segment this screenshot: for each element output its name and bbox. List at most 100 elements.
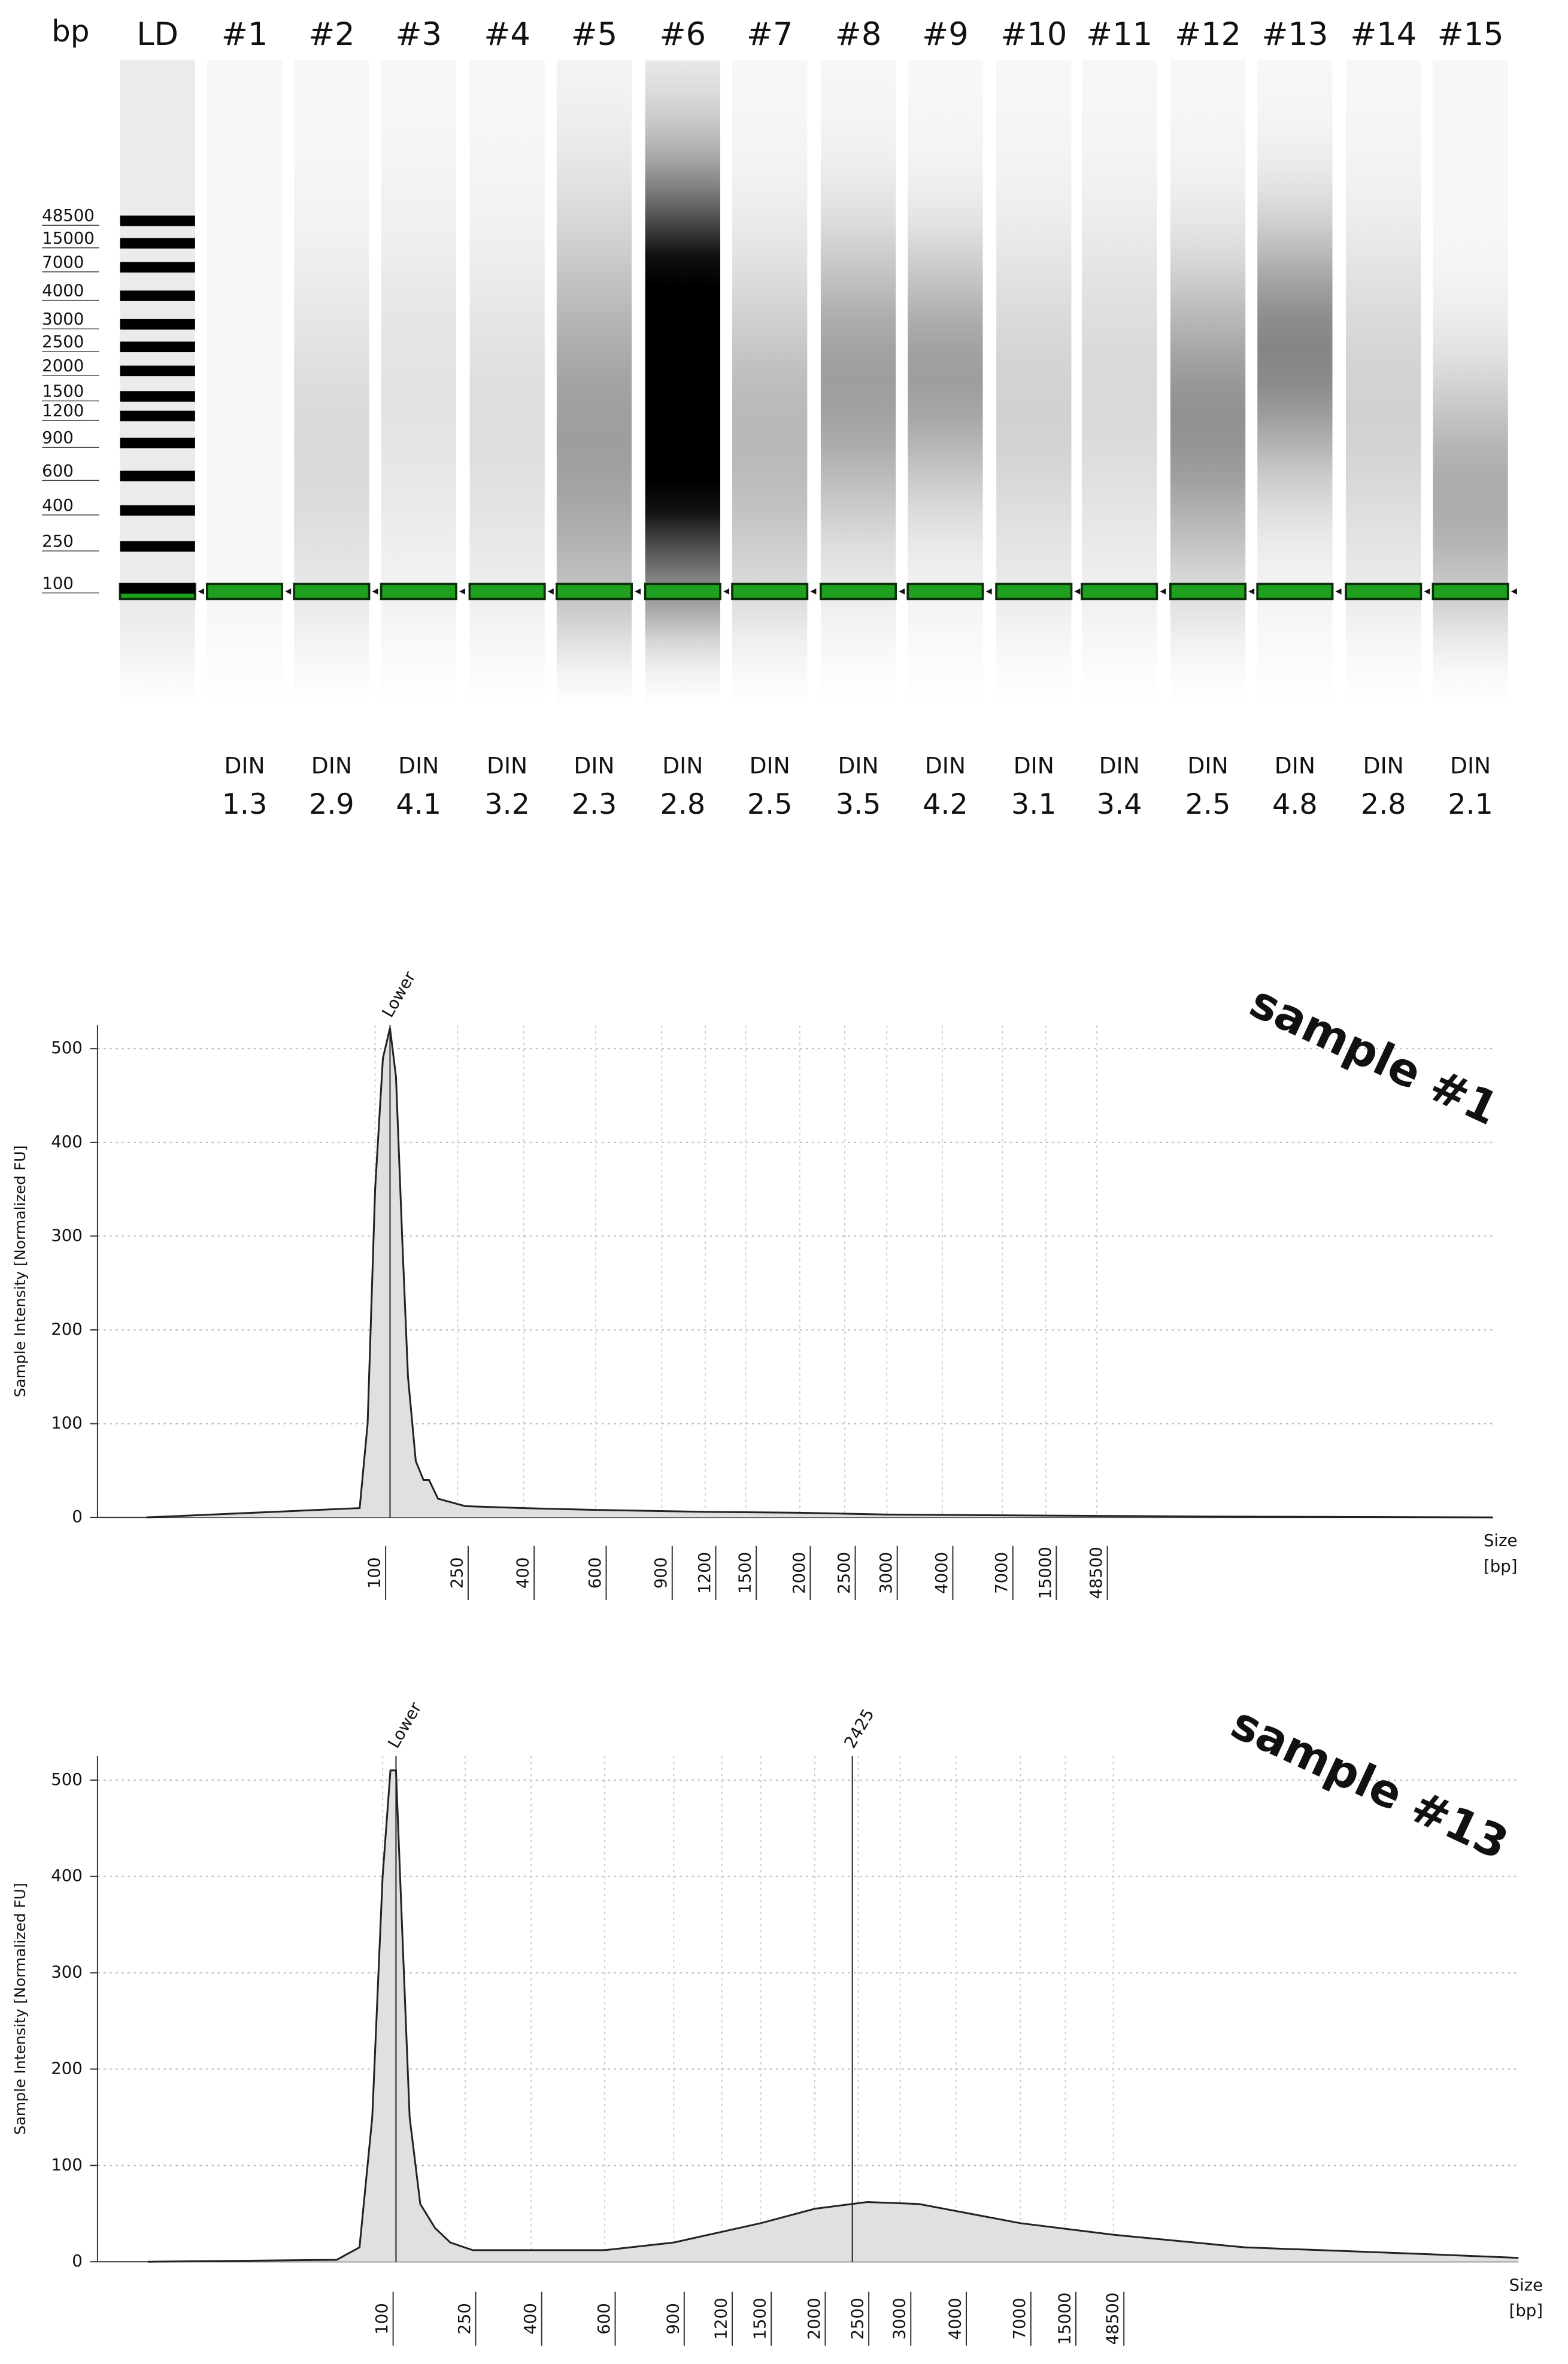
gel-lane [294, 60, 369, 706]
x-tick-label: 400 [514, 1557, 533, 1589]
y-axis-label: Sample Intensity [Normalized FU] [11, 1145, 29, 1398]
ladder-band [120, 541, 195, 552]
ladder-label: 2500 [42, 332, 84, 351]
din-label: DIN [1450, 753, 1491, 779]
marker-band [1345, 583, 1423, 601]
lane-label: #7 [747, 16, 793, 53]
x-tick-label: 7000 [992, 1552, 1011, 1594]
din-label: DIN [311, 753, 352, 779]
trace-area [147, 1770, 1519, 2262]
din-label: DIN [925, 753, 966, 779]
lane-label: #8 [835, 16, 882, 53]
lane-label: #14 [1350, 16, 1417, 53]
din-label: DIN [1275, 753, 1315, 779]
x-axis-label: Size [1484, 1531, 1518, 1550]
gel-lane [469, 60, 545, 706]
din-value: 4.1 [396, 788, 441, 821]
y-tick-label: 300 [51, 1963, 83, 1982]
y-tick-label: 100 [51, 2155, 83, 2174]
lane-arrow [285, 588, 292, 595]
gel-lane [556, 60, 632, 706]
marker-band [293, 583, 371, 601]
peak-label: Lower [378, 968, 420, 1021]
x-tick-label: 2000 [805, 2298, 824, 2339]
x-tick-label: 1200 [711, 2298, 730, 2339]
chart-title: sample #1 [1242, 975, 1506, 1135]
y-tick-label: 200 [51, 2059, 83, 2078]
din-value: 1.3 [222, 788, 268, 821]
lane-arrow [198, 588, 204, 595]
lane-arrow [723, 588, 730, 595]
ladder-label: 1500 [42, 381, 84, 401]
gel-lane [1170, 60, 1246, 706]
marker-band [995, 583, 1073, 601]
x-tick-label: 2000 [790, 1552, 809, 1594]
x-tick-label: 15000 [1055, 2293, 1074, 2345]
y-axis-label: Sample Intensity [Normalized FU] [11, 1883, 29, 2135]
lane-arrow [372, 588, 378, 595]
din-label: DIN [1099, 753, 1140, 779]
din-label: DIN [838, 753, 878, 779]
x-tick-label: 250 [455, 2303, 474, 2335]
x-tick-label: 15000 [1036, 1547, 1055, 1599]
lane-arrow [1160, 588, 1166, 595]
lane-label: #13 [1261, 16, 1328, 53]
ladder-band [120, 319, 195, 330]
x-tick-label: 4000 [945, 2298, 965, 2339]
ladder-label: 900 [42, 428, 74, 447]
ladder-band [120, 583, 195, 594]
x-tick-label: 3000 [890, 2298, 909, 2339]
marker-band [1431, 583, 1509, 601]
ladder-label: 3000 [42, 310, 84, 329]
din-label: DIN [662, 753, 703, 779]
lane-arrow [635, 588, 641, 595]
ladder-label: 250 [42, 532, 74, 551]
x-tick-label: 7000 [1010, 2298, 1029, 2339]
lane-label: #15 [1437, 16, 1504, 53]
lane-arrow [810, 588, 817, 595]
lane-arrow [1074, 588, 1081, 595]
marker-band [820, 583, 897, 601]
din-label: DIN [1014, 753, 1054, 779]
gel-lane [207, 60, 283, 706]
marker-band [205, 583, 284, 601]
din-value: 4.8 [1272, 788, 1318, 821]
din-value: 3.4 [1097, 788, 1142, 821]
ladder-band [120, 365, 195, 377]
x-tick-label: 48500 [1103, 2293, 1123, 2345]
din-label: DIN [750, 753, 790, 779]
y-tick-label: 0 [72, 2251, 83, 2271]
ladder-band [120, 391, 195, 402]
ladder-label: 15000 [42, 229, 95, 248]
marker-band [906, 583, 984, 601]
x-tick-label: 900 [663, 2303, 683, 2335]
marker-band [1256, 583, 1334, 601]
ladder-label: 100 [42, 574, 74, 593]
ladder-band [120, 410, 195, 422]
gel-unit: bp [51, 13, 90, 49]
y-tick-label: 0 [72, 1507, 83, 1526]
din-label: DIN [398, 753, 439, 779]
y-tick-label: 400 [51, 1866, 83, 1886]
gel-lane [1081, 60, 1157, 706]
ladder-label: 4000 [42, 281, 84, 301]
gel-lane [1433, 60, 1508, 706]
lane-label: #5 [571, 16, 618, 53]
x-tick-label: 2500 [835, 1552, 854, 1594]
x-tick-label: 100 [365, 1557, 384, 1589]
din-value: 2.5 [747, 788, 793, 821]
lane-label: #4 [484, 16, 530, 53]
din-value: 2.5 [1185, 788, 1231, 821]
lane-label: #11 [1086, 16, 1153, 53]
lane-arrow [1248, 588, 1255, 595]
marker-band [555, 583, 633, 601]
lane-label: #3 [395, 16, 442, 53]
din-value: 2.9 [309, 788, 354, 821]
x-tick-label: 1500 [736, 1552, 755, 1594]
lane-arrow [1335, 588, 1342, 595]
trace-area [146, 1028, 1493, 1518]
gel-lane [381, 60, 456, 706]
ladder-label: 48500 [42, 206, 95, 225]
trace-line [146, 1028, 1493, 1519]
